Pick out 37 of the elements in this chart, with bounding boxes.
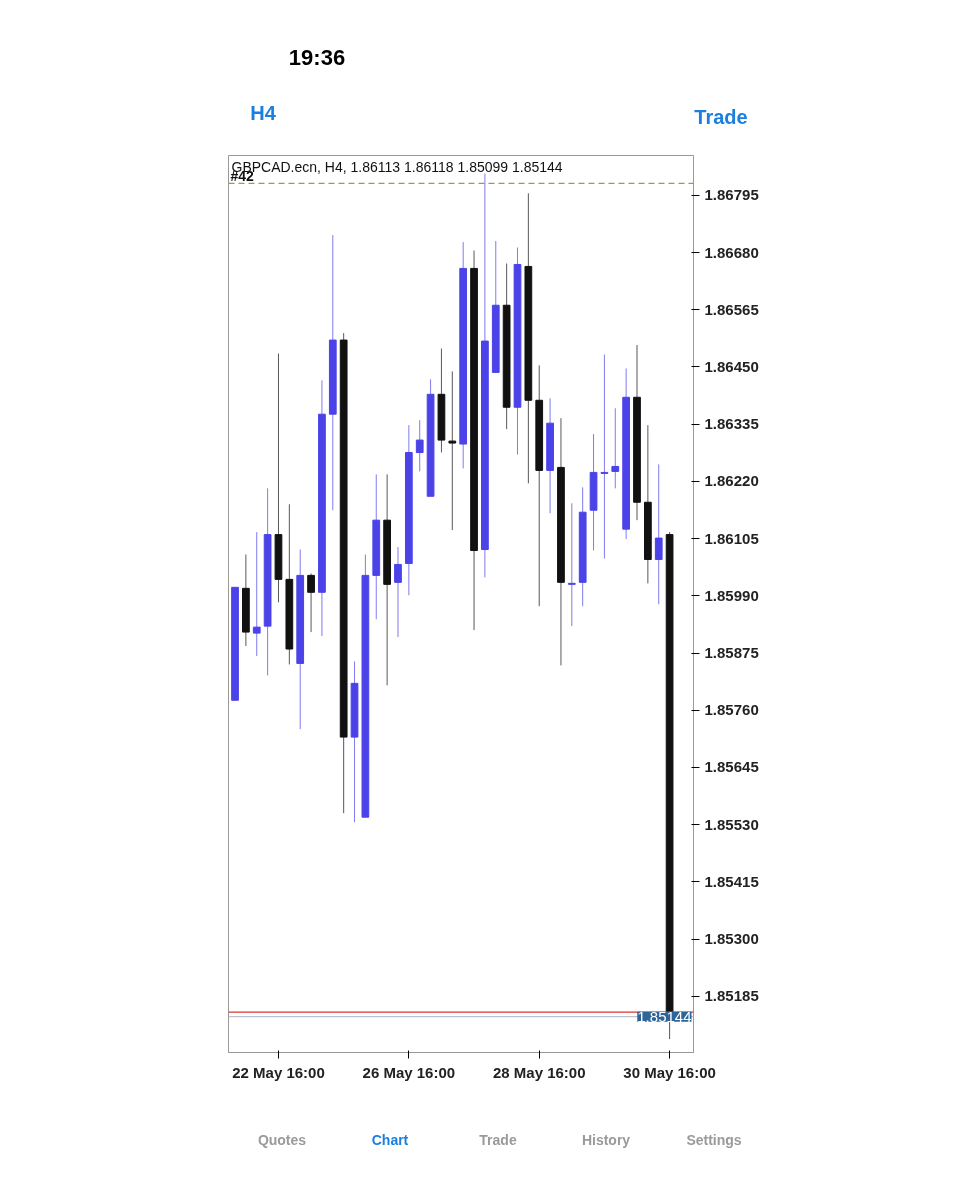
y-tick-label: 1.86220 — [704, 472, 759, 490]
text: Quotes — [256, 1130, 308, 1150]
y-tick-label: 1.85415 — [704, 872, 759, 890]
y-tick-label: 1.85990 — [704, 586, 759, 604]
candlestick — [415, 419, 424, 472]
y-tick-label: 1.86335 — [704, 415, 759, 433]
y-tick-label: 1.86565 — [704, 300, 759, 318]
candlestick — [307, 572, 315, 633]
text: Settings — [685, 1130, 743, 1150]
text: H4 — [249, 101, 277, 126]
candlestick — [252, 531, 261, 657]
y-tick-label: 1.86105 — [704, 529, 759, 547]
y-tick-label: 1.85760 — [704, 701, 759, 719]
candlestick — [448, 370, 457, 531]
x-tick-label: 30 May 16:00 — [623, 1063, 716, 1081]
x-tick-label: 22 May 16:00 — [232, 1063, 325, 1081]
candlestick — [654, 463, 663, 605]
y-tick-label: 1.85875 — [704, 644, 759, 661]
candlestick — [394, 546, 402, 638]
y-tick-label: 1.86450 — [704, 357, 759, 375]
y-tick-label: 1.85185 — [704, 987, 759, 1005]
text: Trade — [478, 1130, 518, 1150]
y-tick-label: 1.85530 — [704, 815, 759, 833]
text: Trade — [693, 105, 749, 130]
ref-line-label: 1.85144 — [637, 1007, 692, 1025]
x-tick-label: 28 May 16:00 — [492, 1063, 586, 1081]
text: History — [580, 1130, 632, 1150]
x-tick-label: 26 May 16:00 — [362, 1063, 456, 1081]
candlestick — [600, 354, 609, 559]
y-tick-label: 1.85300 — [704, 930, 759, 948]
y-tick-label: 1.86680 — [704, 243, 759, 261]
y-tick-label: 1.86795 — [704, 186, 759, 204]
candlestick — [611, 407, 620, 489]
y-tick-label: 1.85645 — [704, 758, 759, 776]
text: 19:36 — [287, 43, 347, 72]
candlestick — [567, 502, 576, 627]
text: Chart — [370, 1130, 410, 1150]
